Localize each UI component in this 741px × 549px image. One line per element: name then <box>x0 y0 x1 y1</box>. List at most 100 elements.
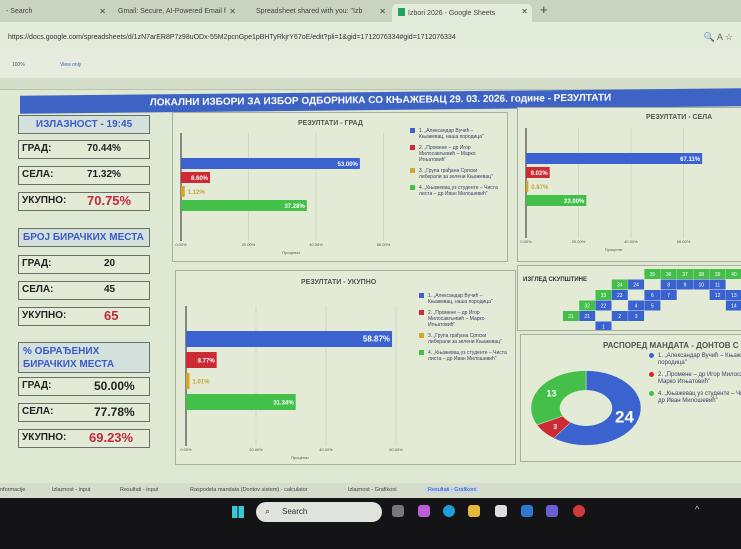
seat-number: 21 <box>584 314 590 320</box>
legend-swatch <box>649 353 654 358</box>
tick-label: 60.00% <box>377 242 391 247</box>
legend-swatch <box>419 333 424 338</box>
copilot-icon[interactable] <box>418 505 430 517</box>
seat-number: 35 <box>650 272 656 278</box>
seat-number: 4 <box>635 304 638 310</box>
sheet-tab[interactable]: Resultati - input <box>120 487 159 493</box>
zoom-select[interactable]: 100% <box>12 62 25 68</box>
seat-number: 31 <box>568 314 574 320</box>
chart-total: РЕЗУЛТАТИ - УКУПНО 0.00% 20.00% 40.00% 60.0… <box>175 270 516 465</box>
tab-title: - Search <box>6 8 33 15</box>
seat <box>660 269 677 279</box>
legend-item: 4. „Књажевац уз студенте – Чиста листа –… <box>419 350 509 362</box>
legend-swatch <box>410 145 415 150</box>
legend-item: 2. „Промене – др Игор Милосављевић – Мар… <box>649 372 741 386</box>
close-icon[interactable]: ✕ <box>379 7 386 16</box>
data-label: 0.87% <box>531 185 549 191</box>
seat <box>644 269 661 279</box>
tick-label: 20.00% <box>242 242 256 247</box>
seat <box>725 290 741 300</box>
tray-chevron-icon[interactable]: ^ <box>695 504 700 514</box>
bar <box>526 195 587 206</box>
store-icon[interactable] <box>495 505 507 517</box>
chart-seat-distribution: РАСПОРЕД МАНДАТА - ДОНТОВ С 24 3 13 1. „Ал… <box>520 334 741 462</box>
tick-label: 60.00% <box>677 239 691 244</box>
seat <box>611 311 628 321</box>
bar <box>186 352 217 368</box>
label: ГРАД: <box>22 380 52 391</box>
sheet-tab[interactable]: Raspodela mandata (Dontov sistem) - calc… <box>190 487 308 493</box>
legend-swatch <box>419 293 424 298</box>
seat-number: 39 <box>715 272 721 278</box>
turnout-city: ГРАД: 70.44% <box>18 140 150 159</box>
browser-tab[interactable]: Spreadsheet shared with you: "Izb ✕ <box>250 4 390 22</box>
seat-number: 37 <box>682 272 688 278</box>
windows-start-icon[interactable] <box>232 506 244 518</box>
taskbar-search[interactable]: ⌕ Search <box>256 502 382 522</box>
browser-tab-active[interactable]: Izbori 2026 - Google Sheets ✕ <box>392 4 532 22</box>
data-label: 23.00% <box>564 199 585 205</box>
address-bar[interactable]: https://docs.google.com/spreadsheets/d/1… <box>0 22 741 50</box>
close-icon[interactable]: ✕ <box>521 7 528 16</box>
new-tab-icon[interactable]: + <box>540 2 548 17</box>
value: 70.75% <box>87 193 132 208</box>
url-text: https://docs.google.com/spreadsheets/d/1… <box>8 34 456 41</box>
stations-title: БРОЈ БИРАЧКИХ МЕСТА <box>18 228 150 247</box>
browser-tab[interactable]: Gmail: Secure, AI-Powered Email f ✕ <box>112 4 240 22</box>
legend-swatch <box>410 185 415 190</box>
edge-icon[interactable] <box>443 505 455 517</box>
app-icon[interactable] <box>573 505 585 517</box>
legend-item: 1. „Александар Вучић – Књажевац, наша по… <box>419 293 509 305</box>
tab-title: Spreadsheet shared with you: "Izb <box>256 8 363 15</box>
label: ГРАД: <box>22 258 52 269</box>
seat <box>611 290 628 300</box>
task-view-icon[interactable] <box>392 505 404 517</box>
sheet-tab[interactable]: nformacije <box>0 487 26 493</box>
legend-swatch <box>649 372 654 377</box>
close-icon[interactable]: ✕ <box>229 7 236 16</box>
column-headers <box>0 78 741 90</box>
turnout-villages: СЕЛА: 71.32% <box>18 166 150 185</box>
bar <box>181 186 185 197</box>
seat <box>677 269 693 279</box>
data-label: 53.00% <box>338 162 359 168</box>
assembly-seats: ИЗГЛЕД СКУПШТИНЕ 1 2 3 4 5 6 7 8 9 10 11 12 13 14 21 22… <box>517 265 741 331</box>
chart-legend: 1. „Александар Вучић – Књажевац, наша по… <box>649 353 741 410</box>
browser-tab[interactable]: - Search ✕ <box>0 4 110 22</box>
file-explorer-icon[interactable] <box>468 505 480 517</box>
sheet-tab-active[interactable]: Resultati - Grafikoni <box>425 487 480 493</box>
bar-chart: 0.00% 20.00% 40.00% 60.00% Проценат 67.11% 9.0… <box>520 128 703 252</box>
chart-title: РЕЗУЛТАТИ - ГРАД <box>298 120 363 127</box>
legend-item: 1. „Александар Вучић – Књажевац, наша по… <box>649 353 741 367</box>
close-icon[interactable]: ✕ <box>99 7 106 16</box>
seat-number: 2 <box>618 314 621 320</box>
legend-item: 3. „Група грађана Српски либерали за зел… <box>410 168 500 180</box>
slice-label: 13 <box>546 389 556 399</box>
browser-actions-icon[interactable]: 🔍 A ☆ <box>703 32 733 42</box>
value: 69.23% <box>89 430 134 445</box>
slice-label: 3 <box>553 424 557 431</box>
tick-label: 40.00% <box>624 239 638 244</box>
teams-icon[interactable] <box>546 505 558 517</box>
seat <box>644 290 661 300</box>
browser-tab-bar: - Search ✕ Gmail: Secure, AI-Powered Emai… <box>0 0 741 22</box>
label: ГРАД: <box>22 143 52 154</box>
search-icon: ⌕ <box>265 506 271 516</box>
sheet-tab[interactable]: Izlaznost - input <box>52 487 91 493</box>
view-only-badge[interactable]: View only <box>60 62 82 68</box>
legend-item: 3. „Група грађана Српски либерали за зел… <box>419 333 509 345</box>
outlook-icon[interactable] <box>521 505 533 517</box>
turnout-title: ИЗЛАЗНОСТ - 19:45 <box>18 115 150 134</box>
data-label: 9.02% <box>531 171 549 177</box>
chart-title: РЕЗУЛТАТИ - УКУПНО <box>301 279 377 286</box>
data-label: 67.11% <box>680 157 701 163</box>
sheet-tab[interactable]: Izlaznost - Grafikoni <box>348 487 397 493</box>
legend-label: 1. „Александар Вучић – Књажевац, наша по… <box>658 353 741 366</box>
search-placeholder: Search <box>282 507 308 516</box>
bar <box>526 167 550 178</box>
seat <box>595 321 612 330</box>
seat-number: 7 <box>667 293 670 299</box>
value: 71.32% <box>87 169 121 180</box>
seat-number: 8 <box>667 283 670 289</box>
